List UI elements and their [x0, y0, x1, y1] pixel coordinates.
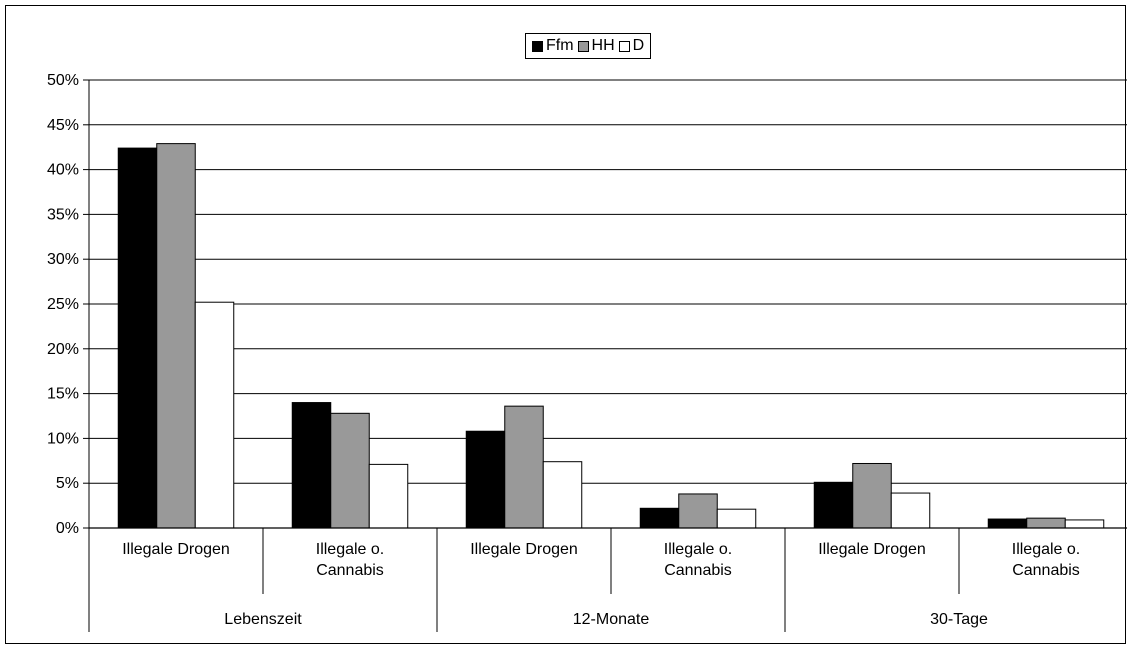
category-label: Illegale Drogen: [470, 541, 578, 558]
category-label: Illegale Drogen: [122, 541, 230, 558]
y-tick-label: 10%: [47, 430, 79, 447]
bar-d-3: [716, 508, 757, 529]
y-tick-label: 45%: [47, 117, 79, 134]
group-label: 12-Monate: [573, 611, 650, 628]
bar-hh-5: [1026, 517, 1066, 529]
bar-ffm-0: [117, 147, 158, 529]
category-label: Illegale o.: [316, 541, 385, 558]
y-tick-label: 20%: [47, 341, 79, 358]
y-tick-label: 35%: [47, 206, 79, 223]
y-tick-label: 25%: [47, 296, 79, 313]
legend-label-d: D: [632, 37, 645, 54]
bar-hh-3: [678, 493, 718, 529]
legend-item-ffm: Ffm: [532, 37, 574, 55]
y-tick-label: 40%: [47, 162, 79, 179]
bar-d-2: [542, 461, 583, 529]
y-tick-label: 50%: [47, 72, 79, 89]
bar-hh-1: [330, 412, 370, 529]
chart-frame: 0% 5% 10% 15% 20% 25% 30% 35% 40% 45% 50% Illegale …: [5, 5, 1127, 644]
y-tick-label: 0%: [56, 520, 79, 537]
legend-item-d: D: [618, 37, 645, 55]
bar-ffm-1: [291, 402, 332, 529]
bar-ffm-5: [987, 518, 1028, 529]
category-label: Cannabis: [316, 562, 384, 579]
bar-ffm-2: [465, 430, 506, 529]
legend-label-hh: HH: [591, 37, 615, 54]
category-label: Illegale Drogen: [818, 541, 926, 558]
group-label: 30-Tage: [930, 611, 988, 628]
category-label: Illegale o.: [1012, 541, 1081, 558]
y-tick-label: 15%: [47, 386, 79, 403]
legend: Ffm HH D: [525, 33, 652, 59]
category-label: Illegale o.: [664, 541, 733, 558]
bar-d-5: [1064, 519, 1105, 529]
bar-hh-2: [504, 405, 544, 529]
bar-hh-4: [852, 462, 892, 529]
bar-chart: 0% 5% 10% 15% 20% 25% 30% 35% 40% 45% 50% Illegale …: [47, 72, 1127, 632]
bar-hh-0: [156, 143, 196, 529]
legend-item-hh: HH: [577, 37, 615, 55]
y-tick-label: 30%: [47, 251, 79, 268]
bar-ffm-4: [813, 481, 854, 529]
group-label: Lebenszeit: [224, 611, 302, 628]
legend-swatch-ffm: [532, 40, 543, 52]
y-tick-label: 5%: [56, 475, 79, 492]
legend-label-ffm: Ffm: [546, 37, 574, 54]
legend-swatch-hh: [577, 40, 589, 52]
legend-swatch-d: [618, 40, 630, 52]
category-label: Cannabis: [664, 562, 732, 579]
bar-d-1: [368, 463, 409, 529]
bar-ffm-3: [639, 507, 680, 529]
category-label: Cannabis: [1012, 562, 1080, 579]
bar-d-0: [194, 301, 235, 529]
bar-d-4: [890, 492, 931, 529]
